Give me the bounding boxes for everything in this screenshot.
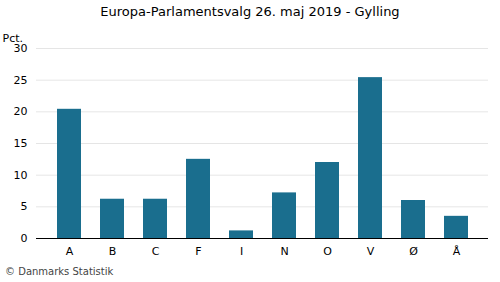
svg-text:Pct.: Pct. xyxy=(3,32,24,45)
svg-text:10: 10 xyxy=(14,169,28,182)
svg-text:I: I xyxy=(240,245,243,258)
svg-text:Ø: Ø xyxy=(409,245,418,258)
svg-text:V: V xyxy=(367,245,375,258)
svg-text:25: 25 xyxy=(14,74,28,87)
svg-text:20: 20 xyxy=(14,105,28,118)
svg-text:5: 5 xyxy=(21,200,28,213)
svg-text:0: 0 xyxy=(21,232,28,245)
svg-text:O: O xyxy=(323,245,332,258)
svg-text:C: C xyxy=(152,245,160,258)
svg-text:Å: Å xyxy=(453,245,461,258)
svg-text:15: 15 xyxy=(14,137,28,150)
svg-text:30: 30 xyxy=(13,42,28,55)
svg-text:F: F xyxy=(195,245,201,258)
svg-text:N: N xyxy=(280,245,288,258)
svg-text:B: B xyxy=(109,245,117,258)
html-text:Europa-Parlamentsvalg 26. maj: Europa-Parlamentsvalg 26. maj 2019 - Gyl… xyxy=(100,4,400,19)
svg-text:A: A xyxy=(66,245,74,258)
html-text:© Danmarks Statistik: © Danmarks Statistik xyxy=(5,266,114,277)
